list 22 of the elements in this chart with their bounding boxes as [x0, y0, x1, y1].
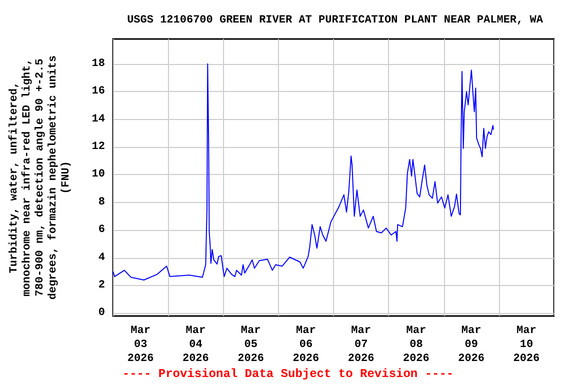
y-tick-label: 4 — [98, 252, 106, 264]
x-tick-label: Mar 04 2026 — [182, 325, 209, 365]
y-axis-title: Turbidity, water, unfiltered, monochrome near infra-red LED light, 780-900 nm, detection angle 90 +-2.5 degrees, formazin nephelometric units (FNU) — [8, 55, 72, 300]
x-tick-label: Mar 06 2026 — [292, 325, 320, 365]
y-tick-label: 10 — [92, 168, 105, 181]
x-tick-label: Mar 10 2026 — [513, 325, 540, 365]
y-tick-label: 18 — [92, 58, 106, 70]
y-tick-label: 6 — [98, 224, 105, 236]
y-tick-label: 0 — [98, 307, 105, 320]
x-tick-label: Mar 07 2026 — [348, 325, 374, 365]
x-tick-label: Mar 08 2026 — [402, 325, 430, 365]
y-tick-label: 2 — [98, 280, 105, 292]
y-tick-label: 12 — [92, 141, 105, 154]
y-tick-label: 14 — [92, 113, 106, 126]
y-tick-label: 16 — [92, 86, 105, 98]
x-tick-label: Mar 05 2026 — [238, 325, 264, 365]
line-series — [112, 63, 494, 280]
chart-title: USGS 12106700 GREEN RIVER AT PURIFICATION PLANT NEAR PALMER, WA — [127, 14, 544, 26]
x-tick-label: Mar 03 2026 — [127, 325, 154, 365]
text: ---- Provisional Data Subject to Revision ---- — [122, 367, 454, 381]
y-tick-label: 8 — [98, 196, 106, 208]
x-tick-label: Mar 09 2026 — [458, 325, 485, 365]
